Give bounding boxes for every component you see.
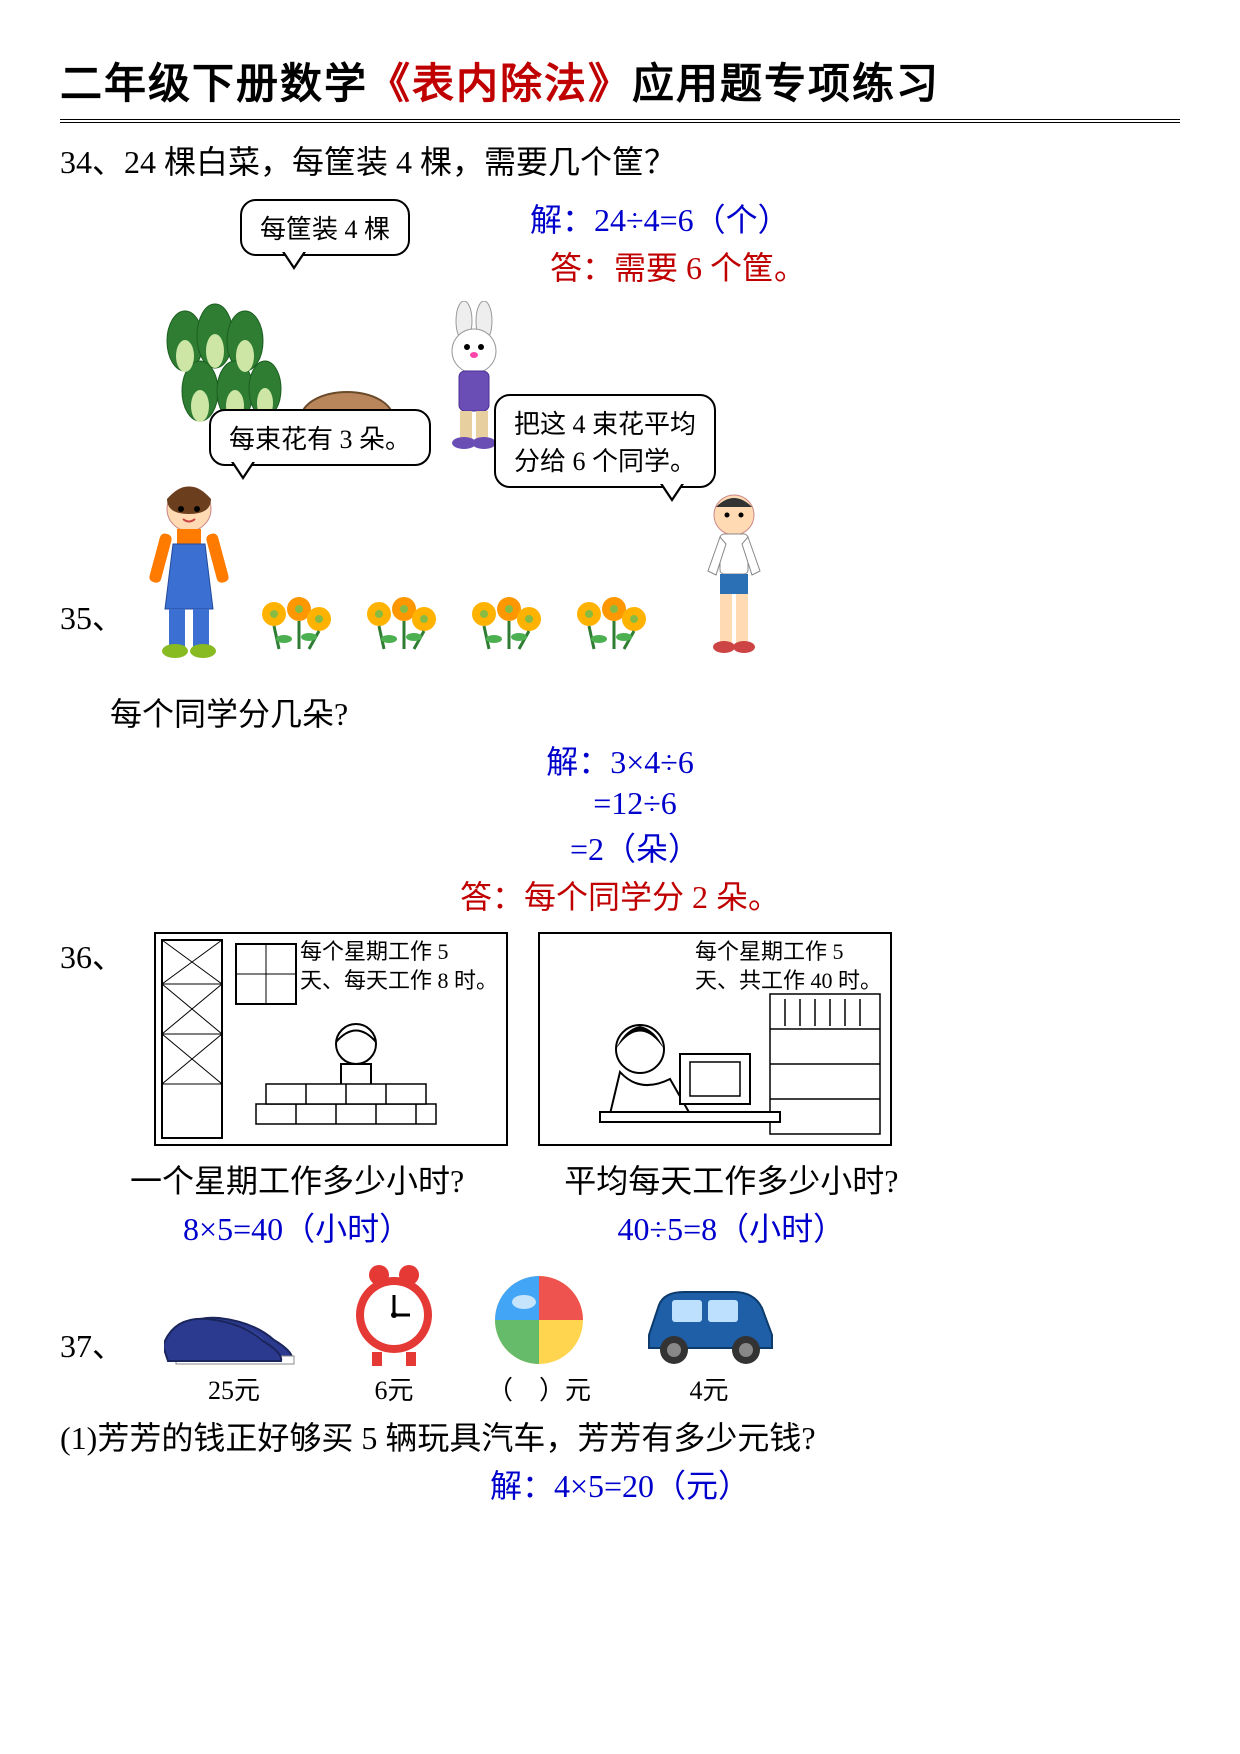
q36-subq-left: 一个星期工作多少小时?	[130, 1156, 464, 1202]
q35-sol3: =2（朵）	[90, 824, 1180, 870]
question-35: 35、 每束花有 3 朵。	[60, 479, 1180, 918]
item-shoe: 25元	[164, 1290, 304, 1407]
boy-icon	[694, 489, 774, 659]
q34-num: 34、	[60, 144, 124, 180]
flower-bunch-icon	[464, 589, 554, 659]
q35-num: 35、	[60, 593, 124, 639]
question-37: 37、 25元	[60, 1260, 1180, 1507]
flower-bunch-icon	[569, 589, 659, 659]
item-ball: （ ）元	[484, 1270, 594, 1407]
q36-num: 36、	[60, 932, 124, 978]
q34-speech-bubble: 每筐装 4 棵	[240, 199, 410, 256]
q35-subq: 每个同学分几朵?	[110, 689, 1180, 735]
item-clock: 6元	[344, 1260, 444, 1407]
flower-bunch-icon	[254, 589, 344, 659]
price-shoe: 25元	[208, 1370, 260, 1407]
title-part3: 应用题专项练习	[632, 62, 940, 108]
q35-sol1: 解：3×4÷6	[60, 737, 1180, 783]
q34-solution: 解：24÷4=6（个）	[530, 195, 806, 241]
scene-right: 每个星期工作 5天、共工作 40 时。	[538, 932, 892, 1146]
scene-left: 每个星期工作 5天、每天工作 8 时。	[154, 932, 508, 1146]
q37-sol1: 解：4×5=20（元）	[60, 1461, 1180, 1507]
q35-ans: 答：每个同学分 2 朵。	[60, 872, 1180, 918]
page-title: 二年级下册数学《表内除法》应用题专项练习	[60, 50, 1180, 123]
scene-right-caption: 每个星期工作 5天、共工作 40 时。	[695, 938, 882, 995]
item-car: 4元	[634, 1270, 784, 1407]
q36-sol-left: 8×5=40（小时）	[130, 1204, 464, 1250]
price-car: 4元	[690, 1370, 729, 1407]
flower-bunch-icon	[359, 589, 449, 659]
scene-left-caption: 每个星期工作 5天、每天工作 8 时。	[300, 938, 498, 995]
q35-speech-left: 每束花有 3 朵。	[209, 409, 431, 466]
q37-num: 37、	[60, 1321, 124, 1367]
price-clock: 6元	[375, 1370, 414, 1407]
worksheet-page: 二年级下册数学《表内除法》应用题专项练习 34、24 棵白菜，每筐装 4 棵，需…	[0, 0, 1240, 1559]
question-36: 36、 每个星期工作 5天、每天工作 8 时。	[60, 932, 1180, 1252]
price-ball: （ ）元	[487, 1370, 591, 1407]
title-part2: 《表内除法》	[368, 62, 632, 108]
q36-sol-right: 40÷5=8（小时）	[564, 1204, 898, 1250]
q34-answer: 答：需要 6 个筐。	[550, 243, 806, 289]
q35-speech-right: 把这 4 束花平均 分给 6 个同学。	[494, 394, 716, 488]
title-part1: 二年级下册数学	[60, 62, 368, 108]
q37-subq1: (1)芳芳的钱正好够买 5 辆玩具汽车，芳芳有多少元钱?	[60, 1413, 1180, 1459]
girl-icon	[139, 479, 239, 659]
q36-subq-right: 平均每天工作多少小时?	[564, 1156, 898, 1202]
q34-text: 34、24 棵白菜，每筐装 4 棵，需要几个筐？	[60, 137, 1180, 183]
q35-sol2: =12÷6	[90, 785, 1180, 822]
